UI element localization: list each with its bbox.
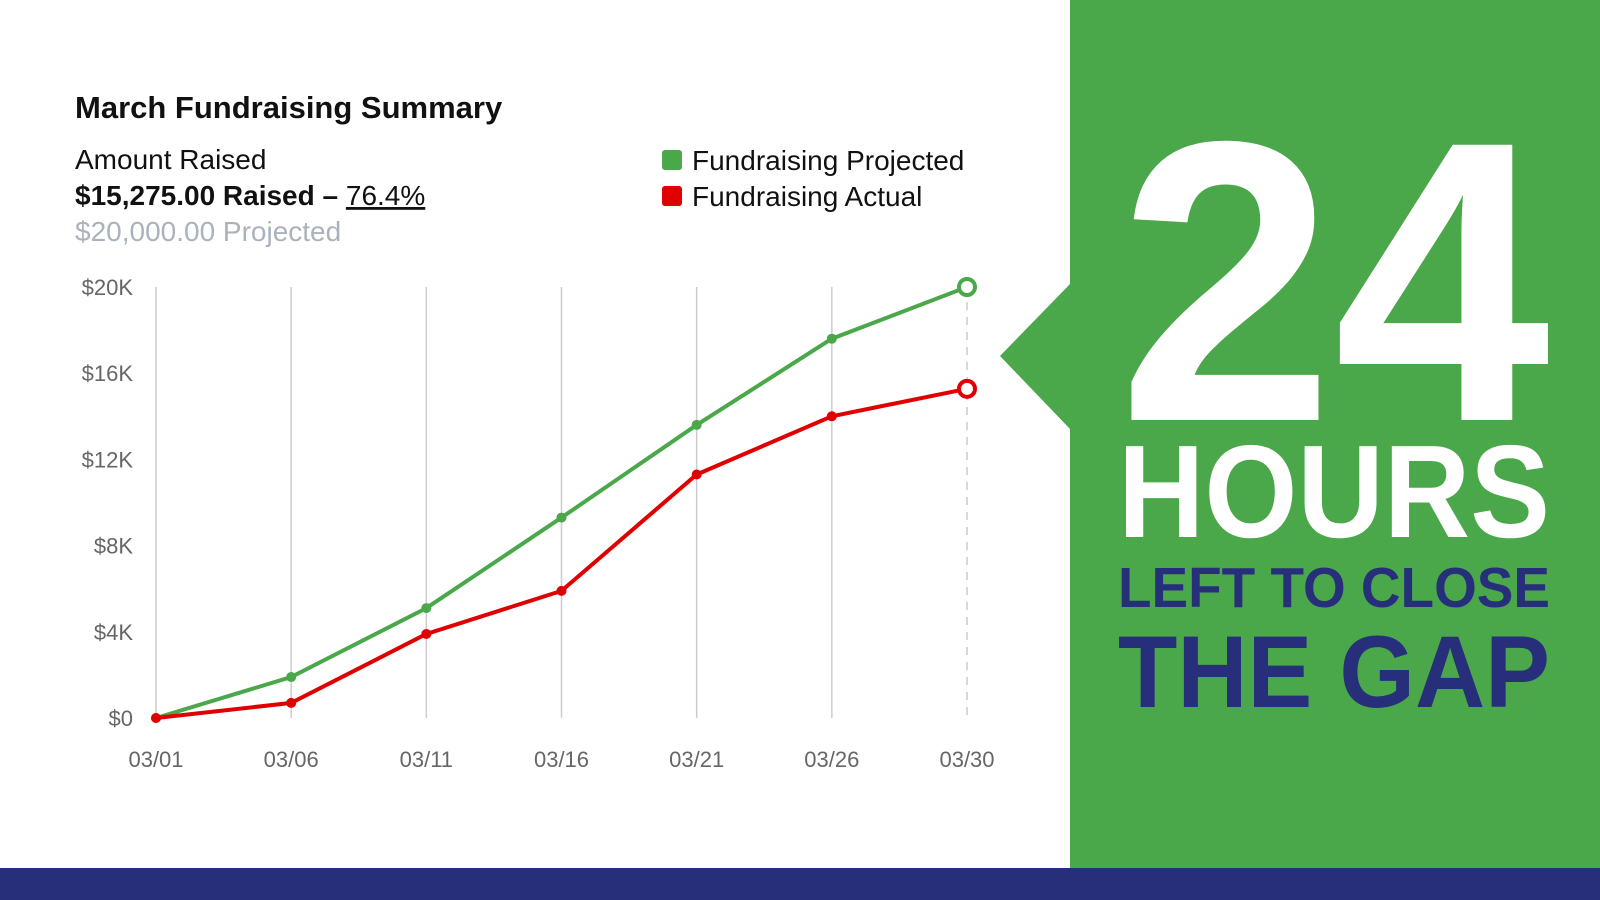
raised-text: $15,275.00 Raised – [75, 180, 338, 211]
point [691, 419, 702, 430]
legend-label: Fundraising Projected [692, 145, 964, 176]
x-tick-label: 03/21 [669, 747, 724, 772]
point [826, 333, 837, 344]
legend-label: Fundraising Actual [692, 181, 922, 212]
chart-title: March Fundraising Summary [75, 90, 503, 125]
legend-swatch [662, 150, 682, 170]
y-tick-label: $8K [94, 534, 133, 559]
point [421, 603, 432, 614]
point [957, 378, 977, 399]
point [286, 697, 297, 708]
banner-panel [1070, 0, 1600, 868]
y-tick-label: $12K [82, 447, 134, 472]
point [826, 411, 837, 422]
banner-line1: HOURS [1118, 418, 1550, 565]
x-tick-label: 03/06 [264, 747, 319, 772]
point [556, 512, 567, 523]
legend-swatch [662, 186, 682, 206]
y-tick-label: $20K [82, 275, 134, 300]
banner-line2: LEFT TO CLOSE [1118, 556, 1550, 620]
point [691, 469, 702, 480]
y-tick-label: $16K [82, 361, 134, 386]
x-tick-label: 03/30 [939, 747, 994, 772]
point [286, 672, 297, 683]
percent-text: 76.4% [346, 180, 425, 211]
banner-arrow [1000, 283, 1071, 430]
projected-text: $20,000.00 Projected [75, 216, 341, 247]
point [421, 628, 432, 639]
y-tick-label: $0 [109, 706, 133, 731]
banner-number: 24 [1118, 58, 1552, 505]
point [957, 277, 977, 297]
y-tick-label: $4K [94, 620, 133, 645]
point [151, 713, 161, 723]
x-tick-label: 03/11 [400, 747, 453, 772]
subtitle: Amount Raised [75, 144, 266, 175]
x-tick-label: 03/01 [128, 747, 183, 772]
banner-line3: THE GAP [1118, 615, 1550, 729]
raised-line: $15,275.00 Raised – 76.4% [75, 180, 425, 211]
x-tick-label: 03/16 [534, 747, 589, 772]
footer-bar [0, 868, 1600, 900]
point [556, 585, 567, 596]
x-tick-label: 03/26 [804, 747, 859, 772]
